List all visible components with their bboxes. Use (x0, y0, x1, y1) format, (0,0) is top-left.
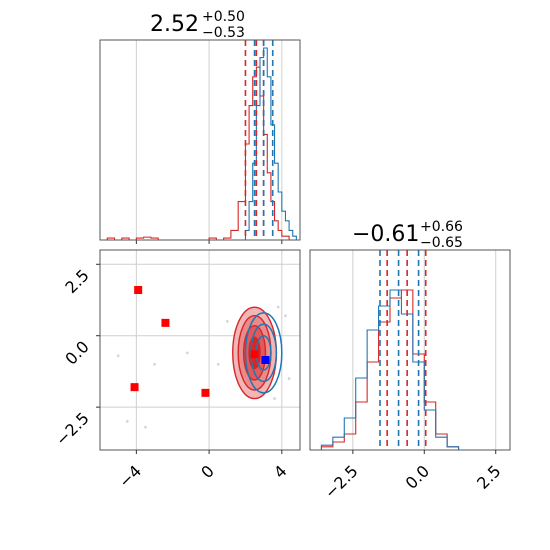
bottom-right-title-value: −0.61 (352, 222, 419, 247)
scatter-point (287, 377, 291, 380)
red-square-marker (161, 318, 170, 327)
bottom-left-y-tick-label: 2.5 (61, 266, 92, 297)
top-left-frame (99, 39, 301, 241)
bottom-left-x-ticks: −4 0 4 (115, 450, 291, 492)
scatter-point (225, 320, 229, 323)
scatter-point (125, 420, 129, 423)
bottom-right-title-minus: −0.65 (420, 235, 463, 251)
bottom-right-x-tick-label: −2.5 (321, 461, 362, 502)
top-left-grid (135, 40, 283, 244)
bottom-left-x-tick-label: −4 (115, 461, 145, 491)
top-left-title-plus: +0.50 (202, 9, 245, 25)
bottom-left-blue-contours (244, 312, 283, 394)
scatter-point (276, 305, 280, 309)
scatter-point (153, 362, 156, 366)
bottom-right-hist-step (320, 289, 460, 450)
bottom-left-y-tick-label: −2.5 (52, 409, 93, 450)
bottom-left-x-tick-label: 0 (197, 461, 218, 482)
scatter-point (144, 425, 147, 429)
blue-contour (244, 312, 283, 394)
bottom-left-y-ticks: 2.5 0.0 −2.5 (52, 263, 100, 450)
bottom-right-quantile-lines (379, 250, 427, 450)
bottom-right-grid (352, 250, 497, 450)
top-left-hist-step (238, 47, 300, 241)
top-left-title-minus: −0.53 (202, 25, 245, 41)
red-square-marker (130, 383, 139, 392)
panel-top-left: 2.52 +0.50 −0.53 (99, 9, 301, 244)
red-square-marker (201, 388, 210, 397)
panel-bottom-left: −4 0 4 2.5 0.0 −2.5 (52, 249, 301, 492)
panel-bottom-right: −2.5 0.0 2.5 −0.61 +0.66 −0.65 (309, 219, 511, 502)
red-square-marker (134, 286, 143, 294)
bottom-left-y-tick-label: 0.0 (61, 337, 92, 368)
scatter-point (216, 362, 220, 366)
scatter-point (185, 351, 189, 355)
bottom-right-frame (309, 249, 511, 451)
top-left-quantile-lines (244, 40, 274, 240)
red-square-marker (250, 350, 259, 359)
top-left-histograms (100, 47, 300, 241)
scatter-point (273, 397, 276, 400)
top-left-title-value: 2.52 (150, 12, 199, 37)
bottom-left-markers (130, 286, 270, 397)
bottom-left-frame (99, 249, 301, 451)
bottom-left-x-tick-label: 4 (270, 461, 291, 482)
top-left-hist-step (100, 66, 297, 241)
scatter-point (116, 354, 120, 358)
scatter-point (284, 314, 287, 318)
bottom-right-hist-step (320, 289, 460, 450)
bottom-right-title-plus: +0.66 (420, 219, 463, 235)
bottom-right-x-ticks: −2.5 0.0 2.5 (321, 450, 505, 502)
bottom-right-histograms (320, 289, 460, 450)
bottom-right-x-tick-label: 0.0 (402, 461, 433, 492)
bottom-left-scatter-points (116, 305, 291, 429)
blue-square-marker (261, 356, 270, 364)
bottom-right-x-tick-label: 2.5 (473, 461, 504, 492)
